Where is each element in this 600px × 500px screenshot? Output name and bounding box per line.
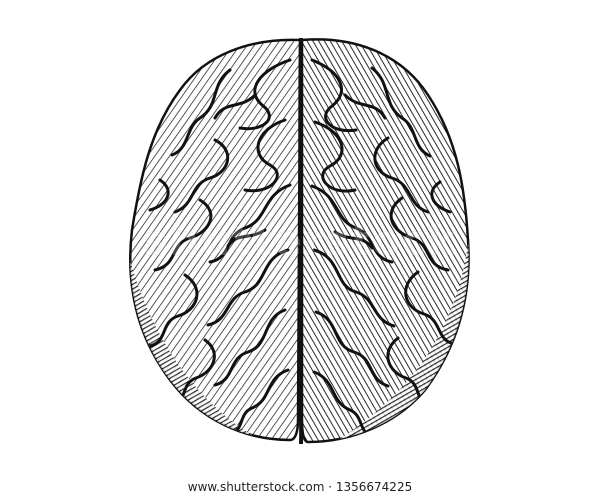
footer-text: www.shutterstock.com · 1356674225 xyxy=(187,480,413,494)
footer-bar: www.shutterstock.com · 1356674225 xyxy=(0,474,600,500)
